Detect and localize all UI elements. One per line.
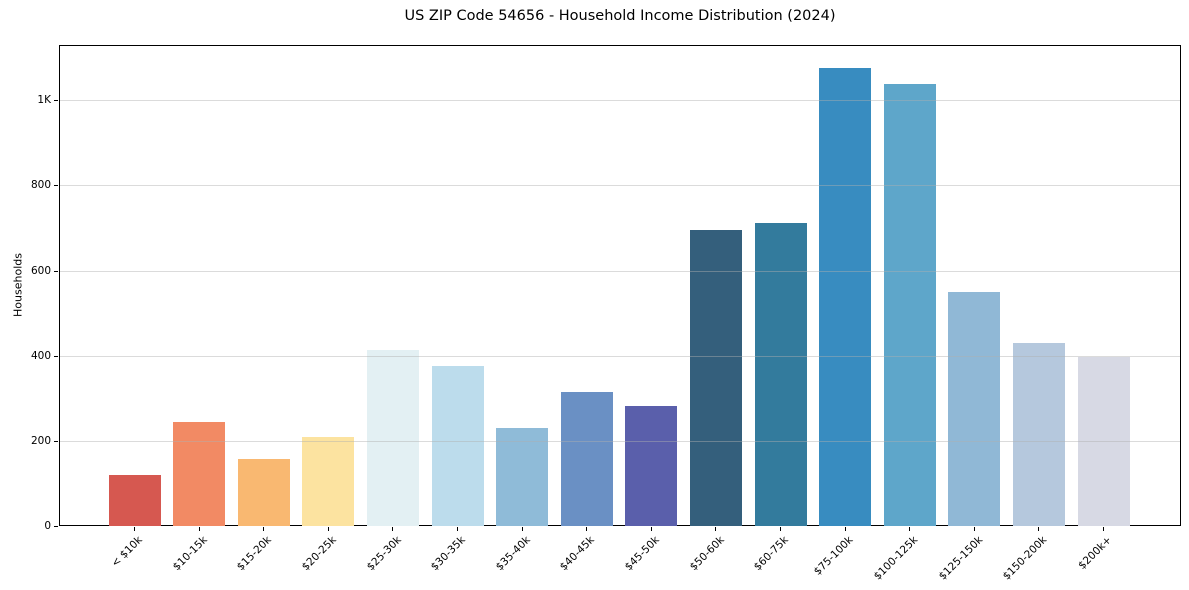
x-tick-mark (457, 527, 458, 531)
gridline (60, 185, 1180, 187)
x-tick-mark (327, 527, 329, 531)
bar (1012, 342, 1065, 526)
x-tick-label: $25-30k (364, 534, 404, 574)
y-tick-label: 1K (37, 94, 51, 107)
gridline (60, 270, 1180, 272)
x-tick-label: $15-20k (235, 534, 275, 574)
bar (948, 292, 1001, 526)
y-tick-label: 600 (30, 264, 51, 277)
x-tick-label: $45-50k (622, 534, 662, 574)
x-tick-mark (780, 527, 781, 531)
x-tick-mark (844, 527, 846, 531)
bar (754, 222, 807, 526)
x-tick-mark (263, 527, 265, 531)
x-tick-mark (198, 527, 200, 531)
bar (883, 84, 936, 526)
x-tick-label: < $10k (109, 534, 145, 570)
gridline (60, 355, 1180, 357)
bar (108, 475, 161, 526)
bar (173, 421, 226, 526)
x-tick-mark (909, 527, 911, 531)
y-tick-mark (54, 270, 58, 272)
bar (366, 350, 419, 526)
x-tick-label: $30-35k (428, 534, 468, 574)
gridline (60, 100, 1180, 102)
bar (237, 458, 290, 526)
x-tick-label: $150-200k (1000, 534, 1050, 583)
chart-title: US ZIP Code 54656 - Household Income Dis… (404, 8, 836, 24)
x-tick-label: $10-15k (170, 534, 210, 574)
x-tick-label: $35-40k (493, 534, 533, 574)
x-tick-mark (521, 527, 523, 531)
bar (819, 67, 872, 526)
x-tick-label: $75-100k (811, 534, 856, 578)
y-tick-mark (54, 100, 58, 102)
x-tick-label: $50-60k (687, 534, 727, 574)
bar (689, 230, 742, 526)
bar (1077, 357, 1130, 526)
bar (560, 392, 613, 526)
y-axis-label: Households (11, 253, 25, 317)
x-tick-label: $20-25k (299, 534, 339, 574)
y-tick-label: 400 (30, 349, 51, 362)
x-tick-label: $100-125k (871, 534, 921, 583)
gridline (60, 440, 1180, 442)
y-tick-mark (54, 526, 58, 527)
y-tick-mark (54, 185, 58, 187)
x-tick-label: $125-150k (936, 534, 985, 583)
x-tick-label: $200k+ (1076, 534, 1114, 572)
x-tick-mark (134, 527, 135, 531)
y-tick-label: 800 (30, 179, 51, 192)
x-tick-mark (973, 527, 975, 531)
y-tick-label: 200 (30, 434, 51, 447)
x-tick-label: $40-45k (558, 534, 598, 574)
y-tick-mark (54, 355, 58, 357)
x-tick-mark (586, 527, 588, 531)
x-tick-mark (715, 527, 717, 531)
y-tick-label: 0 (44, 520, 51, 532)
bar (302, 436, 355, 526)
bar (496, 428, 549, 526)
y-tick-mark (54, 440, 58, 442)
bar (431, 366, 484, 526)
x-tick-label: $60-75k (751, 534, 791, 574)
x-tick-mark (1038, 527, 1040, 531)
x-tick-mark (1103, 527, 1104, 531)
x-tick-mark (392, 527, 394, 531)
x-tick-mark (650, 527, 652, 531)
bar (625, 406, 678, 526)
